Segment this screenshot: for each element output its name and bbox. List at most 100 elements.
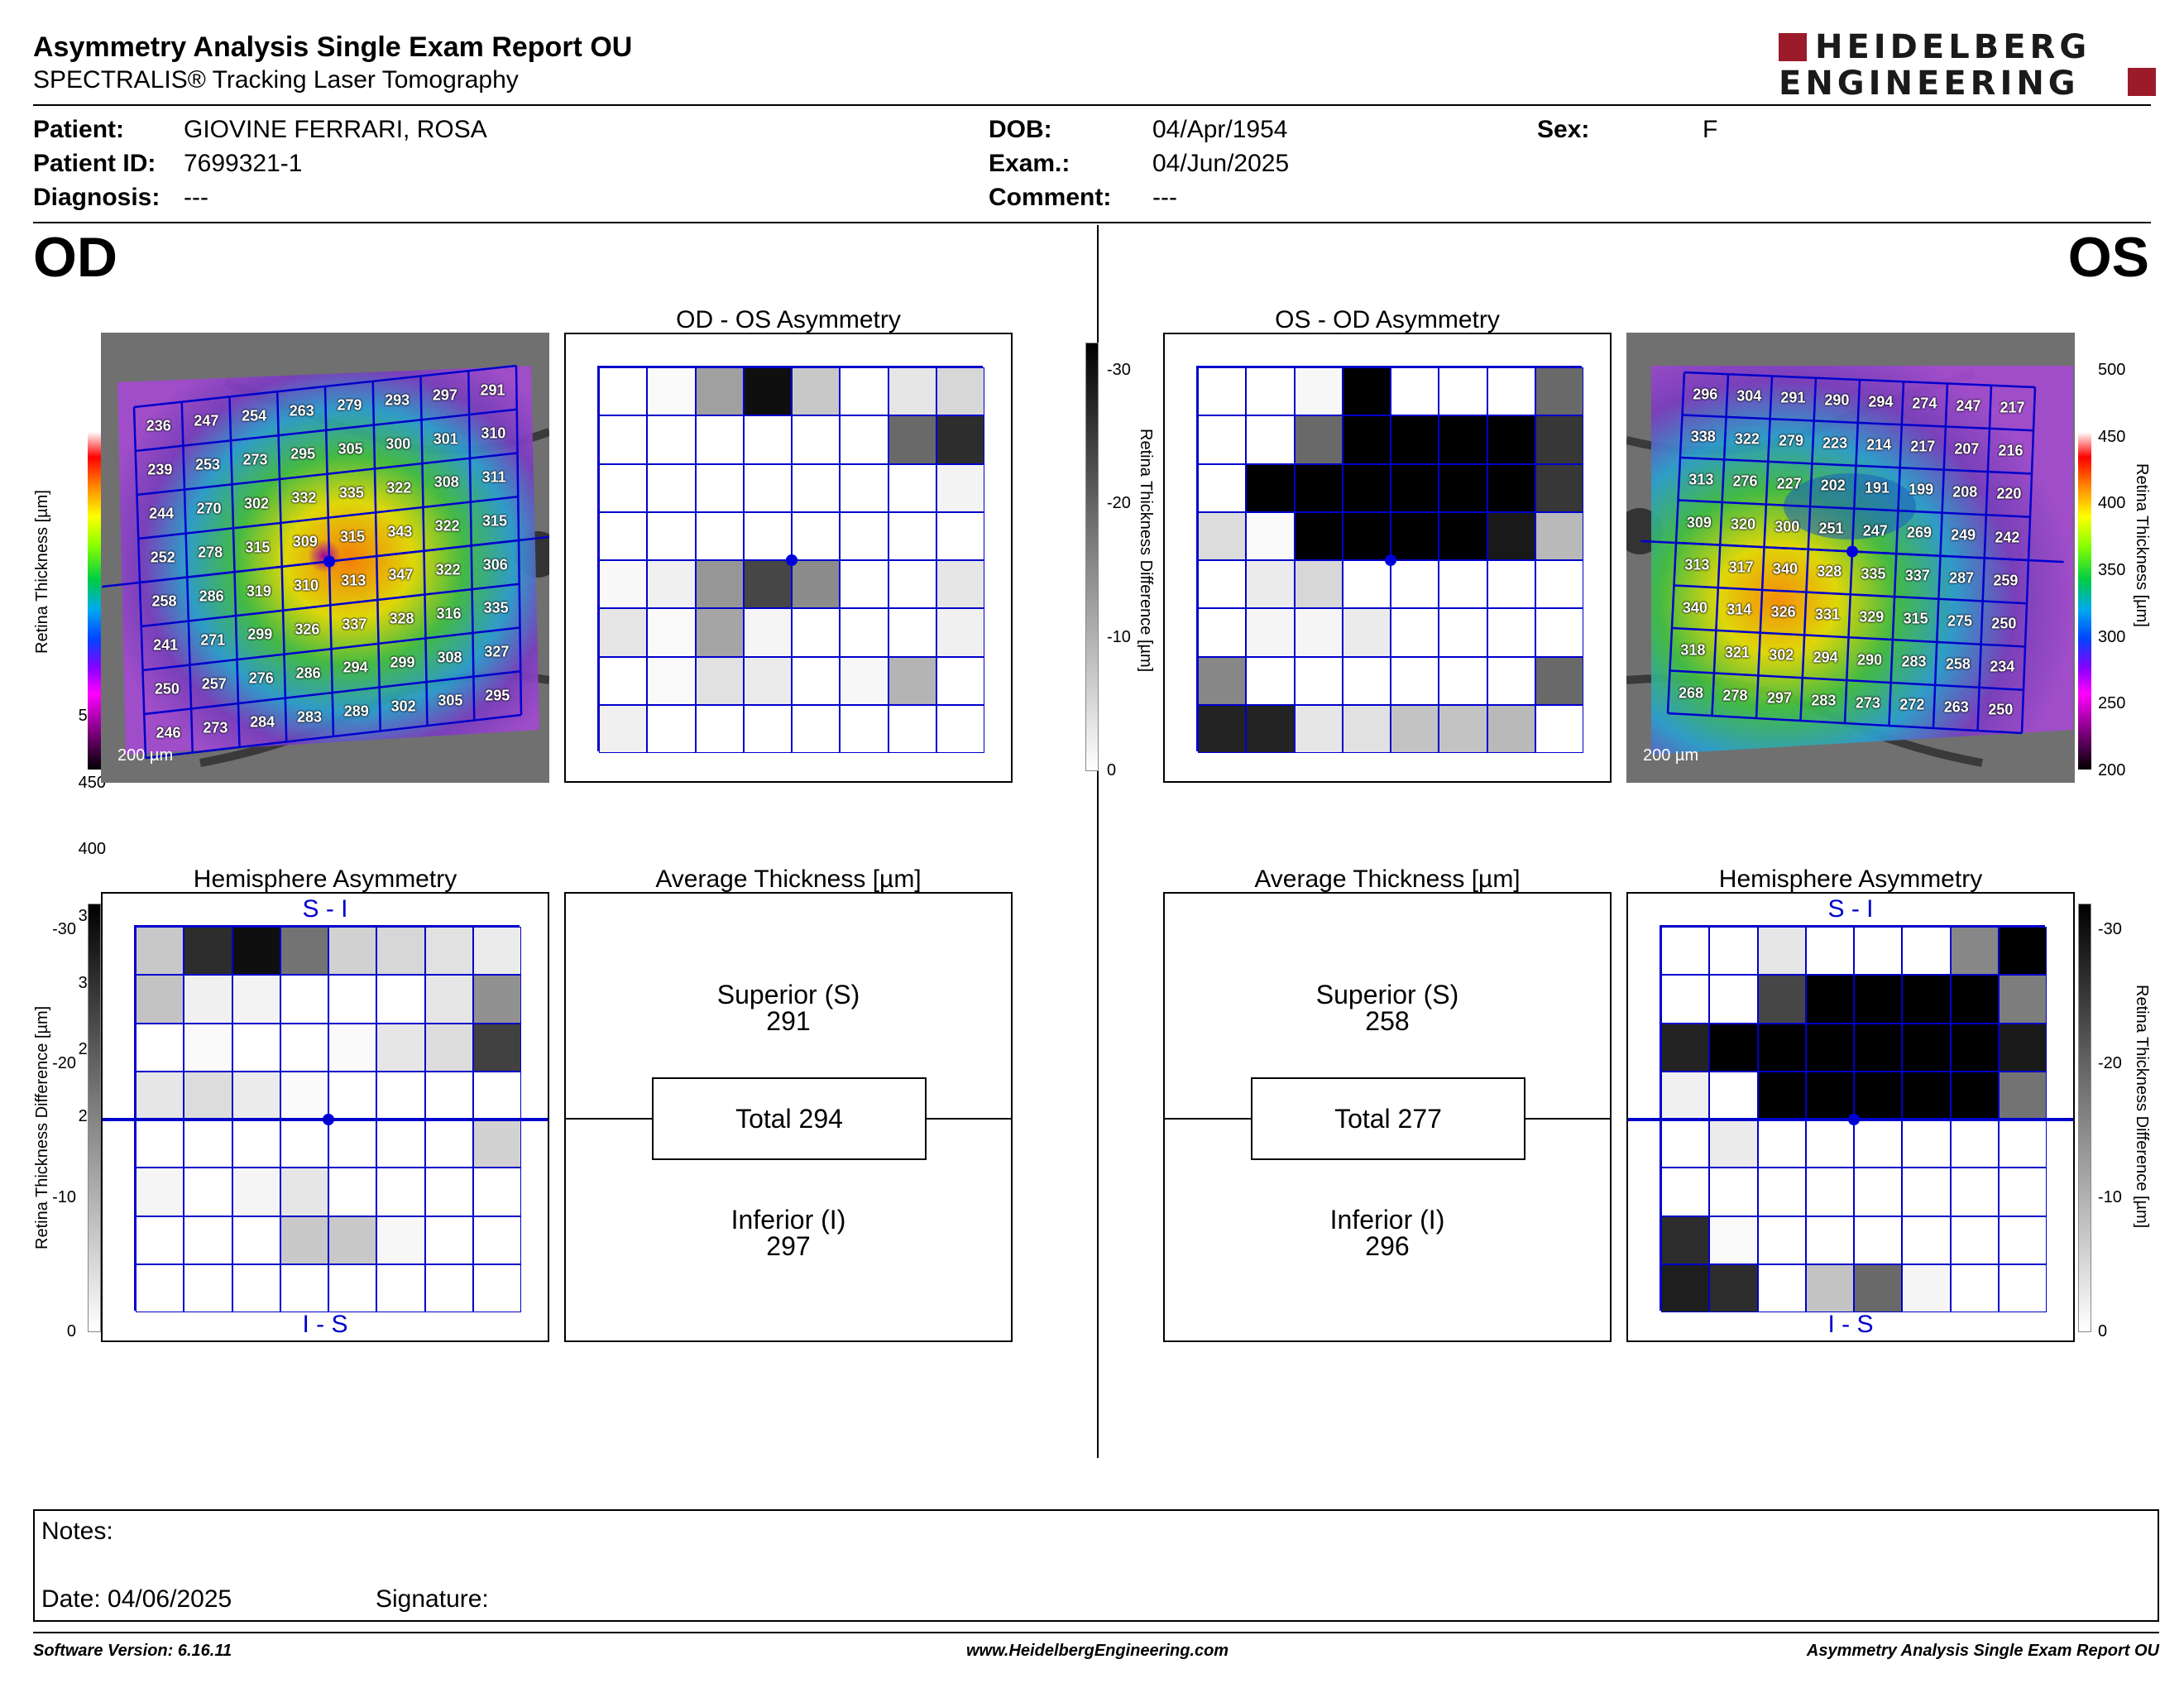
grid-cell	[424, 1168, 473, 1216]
grid-cell	[376, 1216, 425, 1264]
thickness-value: 272	[1899, 696, 1925, 713]
od-hemi-bottom-label: I - S	[302, 1311, 348, 1338]
grid-cell	[1487, 608, 1535, 657]
grid-cell	[472, 1168, 521, 1216]
grid-cell	[1439, 656, 1487, 705]
grid-cell	[1246, 415, 1295, 464]
thickness-value: 308	[437, 649, 462, 666]
thickness-value: 244	[149, 505, 175, 522]
grid-cell	[1661, 1264, 1710, 1312]
footer-website[interactable]: www.HeidelbergEngineering.com	[966, 1642, 1229, 1660]
grid-cell	[1342, 367, 1391, 416]
os-fundus-image: 296 304 291 290 294 274 247 217 338 322 279 223 214 2…	[1626, 333, 2075, 783]
grid-cell	[695, 511, 744, 560]
od-inferior-label: Inferior (I)	[730, 1205, 846, 1235]
grid-cell	[1902, 1120, 1951, 1168]
grid-cell	[792, 560, 841, 609]
grid-cell	[1998, 1120, 2047, 1168]
grid-cell	[1294, 704, 1343, 753]
thickness-value: 306	[482, 556, 508, 573]
thickness-value: 276	[248, 669, 274, 687]
axis-tick-label: -10	[52, 1188, 76, 1206]
thickness-value: 287	[1949, 569, 1975, 587]
grid-cell	[1709, 1216, 1758, 1264]
exam-value: 04/Jun/2025	[1152, 150, 1290, 177]
grid-cell	[695, 608, 744, 657]
thickness-value: 286	[199, 587, 224, 605]
thickness-value: 310	[481, 424, 506, 442]
thickness-value: 300	[386, 435, 411, 453]
thickness-value: 294	[1868, 393, 1894, 410]
grid-cell	[599, 415, 648, 464]
thickness-value: 340	[1682, 599, 1707, 616]
grid-cell	[1805, 1216, 1854, 1264]
od-hemi-panel: S - I I - S	[101, 892, 549, 1342]
thickness-value: 321	[1724, 644, 1750, 661]
thickness-value: 313	[1688, 471, 1714, 488]
grid-line	[141, 583, 520, 628]
thickness-value: 274	[1912, 395, 1937, 412]
thickness-value: 249	[1951, 526, 1976, 544]
grid-cell	[1439, 704, 1487, 753]
grid-cell	[1391, 415, 1439, 464]
grid-cell	[1391, 656, 1439, 705]
od-inferior-value: 297	[766, 1231, 811, 1261]
grid-cell	[1805, 1120, 1854, 1168]
grid-cell	[840, 704, 888, 753]
grid-cell	[792, 608, 841, 657]
thickness-value: 337	[1904, 567, 1930, 584]
thickness-value: 263	[289, 402, 314, 420]
grid-cell	[792, 656, 841, 705]
grid-cell	[472, 1023, 521, 1072]
axis-tick-label: 500	[2098, 361, 2126, 379]
od-scale-bar-label: 200 µm	[117, 746, 174, 765]
grid-cell	[136, 975, 184, 1024]
grid-cell	[599, 367, 648, 416]
comment-label: Comment:	[989, 184, 1112, 211]
grid-cell	[1902, 1071, 1951, 1120]
grid-line	[144, 670, 521, 716]
thickness-value: 258	[151, 592, 177, 610]
grid-cell	[840, 560, 888, 609]
thickness-value: 279	[337, 396, 362, 414]
grid-cell	[840, 367, 888, 416]
grid-cell	[599, 704, 648, 753]
thickness-value: 322	[435, 561, 461, 578]
notes-date: Date: 04/06/2025	[41, 1585, 232, 1613]
grid-cell	[936, 415, 984, 464]
grid-cell	[792, 367, 841, 416]
grid-cell	[936, 704, 984, 753]
thickness-value: 294	[342, 659, 368, 676]
grid-cell	[1854, 1120, 1903, 1168]
diff-colorbar-center	[1085, 343, 1099, 771]
thickness-value: 315	[1903, 610, 1928, 627]
thickness-value: 273	[242, 451, 268, 468]
patient-divider	[33, 222, 2151, 223]
axis-tick-label: 0	[1107, 761, 1117, 779]
grid-cell	[936, 367, 984, 416]
grid-cell	[743, 367, 792, 416]
thickness-value: 299	[390, 654, 415, 671]
grid-cell	[1246, 560, 1295, 609]
thickness-value: 302	[1769, 646, 1794, 664]
grid-cell	[1487, 367, 1535, 416]
grid-cell	[424, 1023, 473, 1072]
grid-cell	[1439, 560, 1487, 609]
grid-cell	[280, 1264, 328, 1312]
grid-cell	[743, 608, 792, 657]
grid-cell	[1902, 1168, 1951, 1216]
grid-cell	[840, 463, 888, 512]
grid-cell	[1709, 1264, 1758, 1312]
grid-cell	[1391, 511, 1439, 560]
grid-cell	[1294, 656, 1343, 705]
fovea-center-dot	[1846, 545, 1858, 558]
grid-cell	[1805, 1264, 1854, 1312]
grid-cell	[695, 560, 744, 609]
heidelberg-logo: HEIDELBERG ENGINEERING	[1779, 28, 2159, 103]
os-eye-label: OS	[2067, 226, 2149, 289]
grid-cell	[1342, 463, 1391, 512]
grid-cell	[888, 656, 936, 705]
thickness-value: 309	[292, 533, 318, 550]
fovea-center-dot	[323, 555, 335, 568]
grid-cell	[888, 367, 936, 416]
